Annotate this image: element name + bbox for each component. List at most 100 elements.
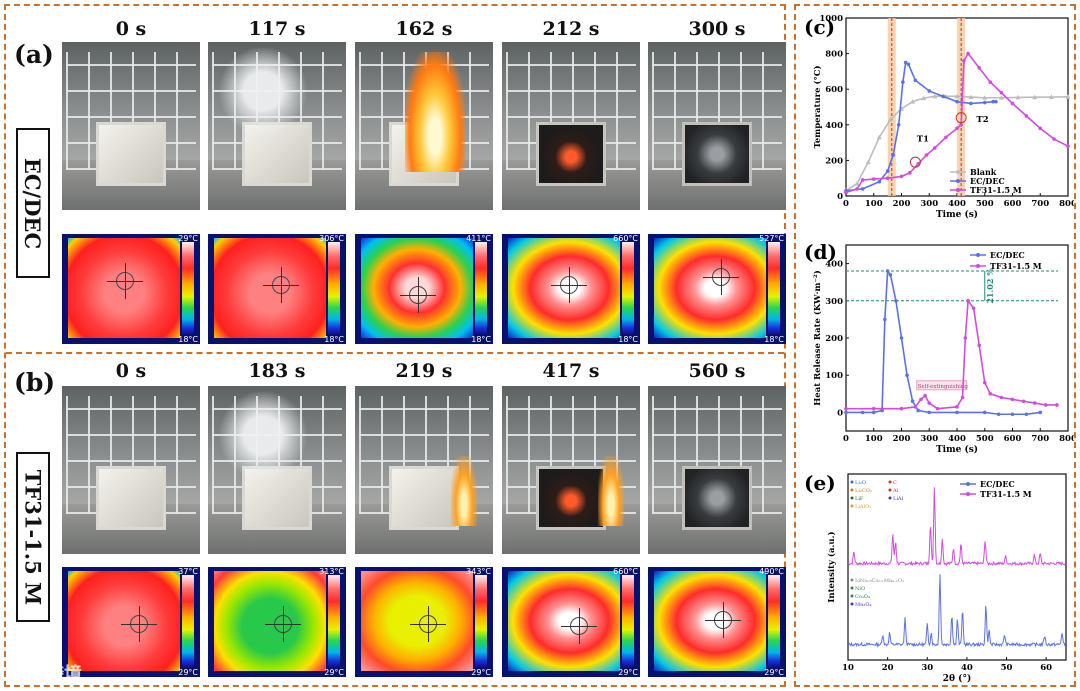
chart-e: 10 20 30 40 50 60 2θ (°) Intensity (a.u.) (e) EC/…	[800, 468, 1074, 688]
data-point	[910, 399, 915, 404]
data-point	[871, 410, 876, 415]
battery-test-photo	[355, 42, 493, 210]
data-point	[971, 306, 976, 311]
phase-label: LiF	[855, 496, 864, 502]
data-point	[1032, 401, 1037, 405]
data-point	[966, 51, 970, 56]
data-point	[844, 190, 848, 195]
series-line-ec-dec	[847, 574, 1067, 648]
y-axis-label: Intensity (a.u.)	[826, 531, 837, 602]
x-axis-label: Time (s)	[936, 209, 978, 220]
thermal-image: 660°C 29°C	[502, 567, 640, 677]
crosshair-icon	[551, 267, 587, 303]
t1-label: T1	[917, 135, 929, 145]
thermal-min-label: 29°C	[178, 668, 198, 677]
y-tick-label: 0	[837, 192, 843, 202]
time-label: 417 s	[542, 360, 600, 382]
x-tick-label: 800	[1059, 199, 1074, 209]
data-point	[899, 406, 904, 411]
x-tick-label: 30	[921, 663, 933, 673]
battery-test-photo	[648, 42, 786, 210]
thermal-image: 313°C 29°C	[208, 567, 346, 677]
phase-marker	[850, 594, 854, 598]
phase-marker	[850, 578, 854, 582]
phase-marker	[850, 586, 854, 590]
x-tick-label: 200	[893, 199, 911, 209]
data-point	[982, 380, 987, 385]
data-point	[988, 80, 993, 84]
self-extinguishing-box	[916, 380, 968, 391]
data-point	[969, 101, 973, 106]
data-point	[896, 123, 901, 127]
color-scale	[475, 242, 487, 336]
data-point	[982, 95, 988, 100]
time-label: 560 s	[688, 360, 746, 382]
data-point	[1052, 137, 1056, 141]
thermal-max-label: 306°C	[319, 234, 344, 243]
plot-frame	[847, 473, 1067, 661]
data-point	[954, 93, 960, 99]
y-tick-label: 100	[825, 371, 843, 381]
phase-marker	[850, 602, 854, 606]
data-point	[927, 410, 932, 415]
y-tick-label: 1000	[819, 14, 843, 24]
x-tick-label: 40	[961, 663, 973, 673]
data-point	[860, 178, 865, 182]
x-tick-label: 50	[1001, 663, 1013, 673]
phase-label: Co₃O₄	[855, 594, 870, 600]
data-point	[963, 336, 968, 340]
data-point	[1010, 412, 1015, 417]
thermal-image: 37°C 29°C	[62, 567, 200, 677]
chart-c-letter: (c)	[804, 15, 835, 39]
thermal-min-label: 18°C	[471, 335, 491, 344]
x-tick-label: 200	[893, 434, 911, 444]
y-axis-label: Heat Release Rate (KW·m⁻²)	[812, 270, 823, 406]
x-tick-label: 20	[882, 663, 894, 673]
thermal-max-label: 660°C	[613, 567, 638, 576]
data-point	[966, 299, 970, 303]
series-line-tf31-1-5-m	[847, 487, 1066, 567]
data-point	[927, 401, 932, 405]
data-point	[1015, 94, 1021, 100]
y-tick-label: 800	[825, 50, 843, 60]
y-axis-label: Temperature (°C)	[812, 65, 823, 148]
phase-marker	[850, 488, 854, 492]
thermal-min-label: 29°C	[471, 668, 491, 677]
color-scale	[182, 575, 194, 669]
data-point	[955, 99, 959, 104]
y-tick-label: 0	[837, 408, 843, 418]
data-point	[894, 299, 898, 303]
data-point	[899, 174, 904, 179]
right-panel-frame	[794, 4, 1076, 687]
data-point	[913, 405, 918, 409]
thermal-min-label: 18°C	[178, 335, 198, 344]
battery-test-photo	[502, 42, 640, 210]
data-point	[855, 187, 859, 191]
data-point	[871, 177, 876, 181]
data-point	[888, 272, 893, 277]
data-point	[906, 62, 911, 67]
phase-label: C	[893, 480, 897, 486]
time-label: 212 s	[542, 18, 600, 40]
color-scale	[475, 575, 487, 669]
data-point	[1048, 94, 1054, 100]
legend-label: Blank	[970, 167, 997, 177]
battery-test-photo	[208, 386, 346, 554]
thermal-max-label: 29°C	[178, 234, 198, 243]
data-point	[991, 99, 995, 104]
y-tick-label: 200	[825, 156, 843, 166]
thermal-min-label: 29°C	[324, 668, 344, 677]
time-label: 0 s	[115, 18, 147, 40]
thermal-min-label: 18°C	[618, 335, 638, 344]
battery-test-photo	[648, 386, 786, 554]
data-point	[1024, 412, 1029, 417]
data-point	[996, 412, 1001, 417]
data-point	[962, 58, 966, 63]
highlight-band	[887, 18, 896, 196]
battery-test-photo	[62, 386, 200, 554]
data-point	[999, 395, 1004, 400]
x-tick-label: 100	[865, 434, 883, 444]
panel-a-side-label: EC/DEC	[16, 128, 50, 278]
data-point	[977, 343, 981, 348]
x-tick-label: 500	[976, 434, 994, 444]
